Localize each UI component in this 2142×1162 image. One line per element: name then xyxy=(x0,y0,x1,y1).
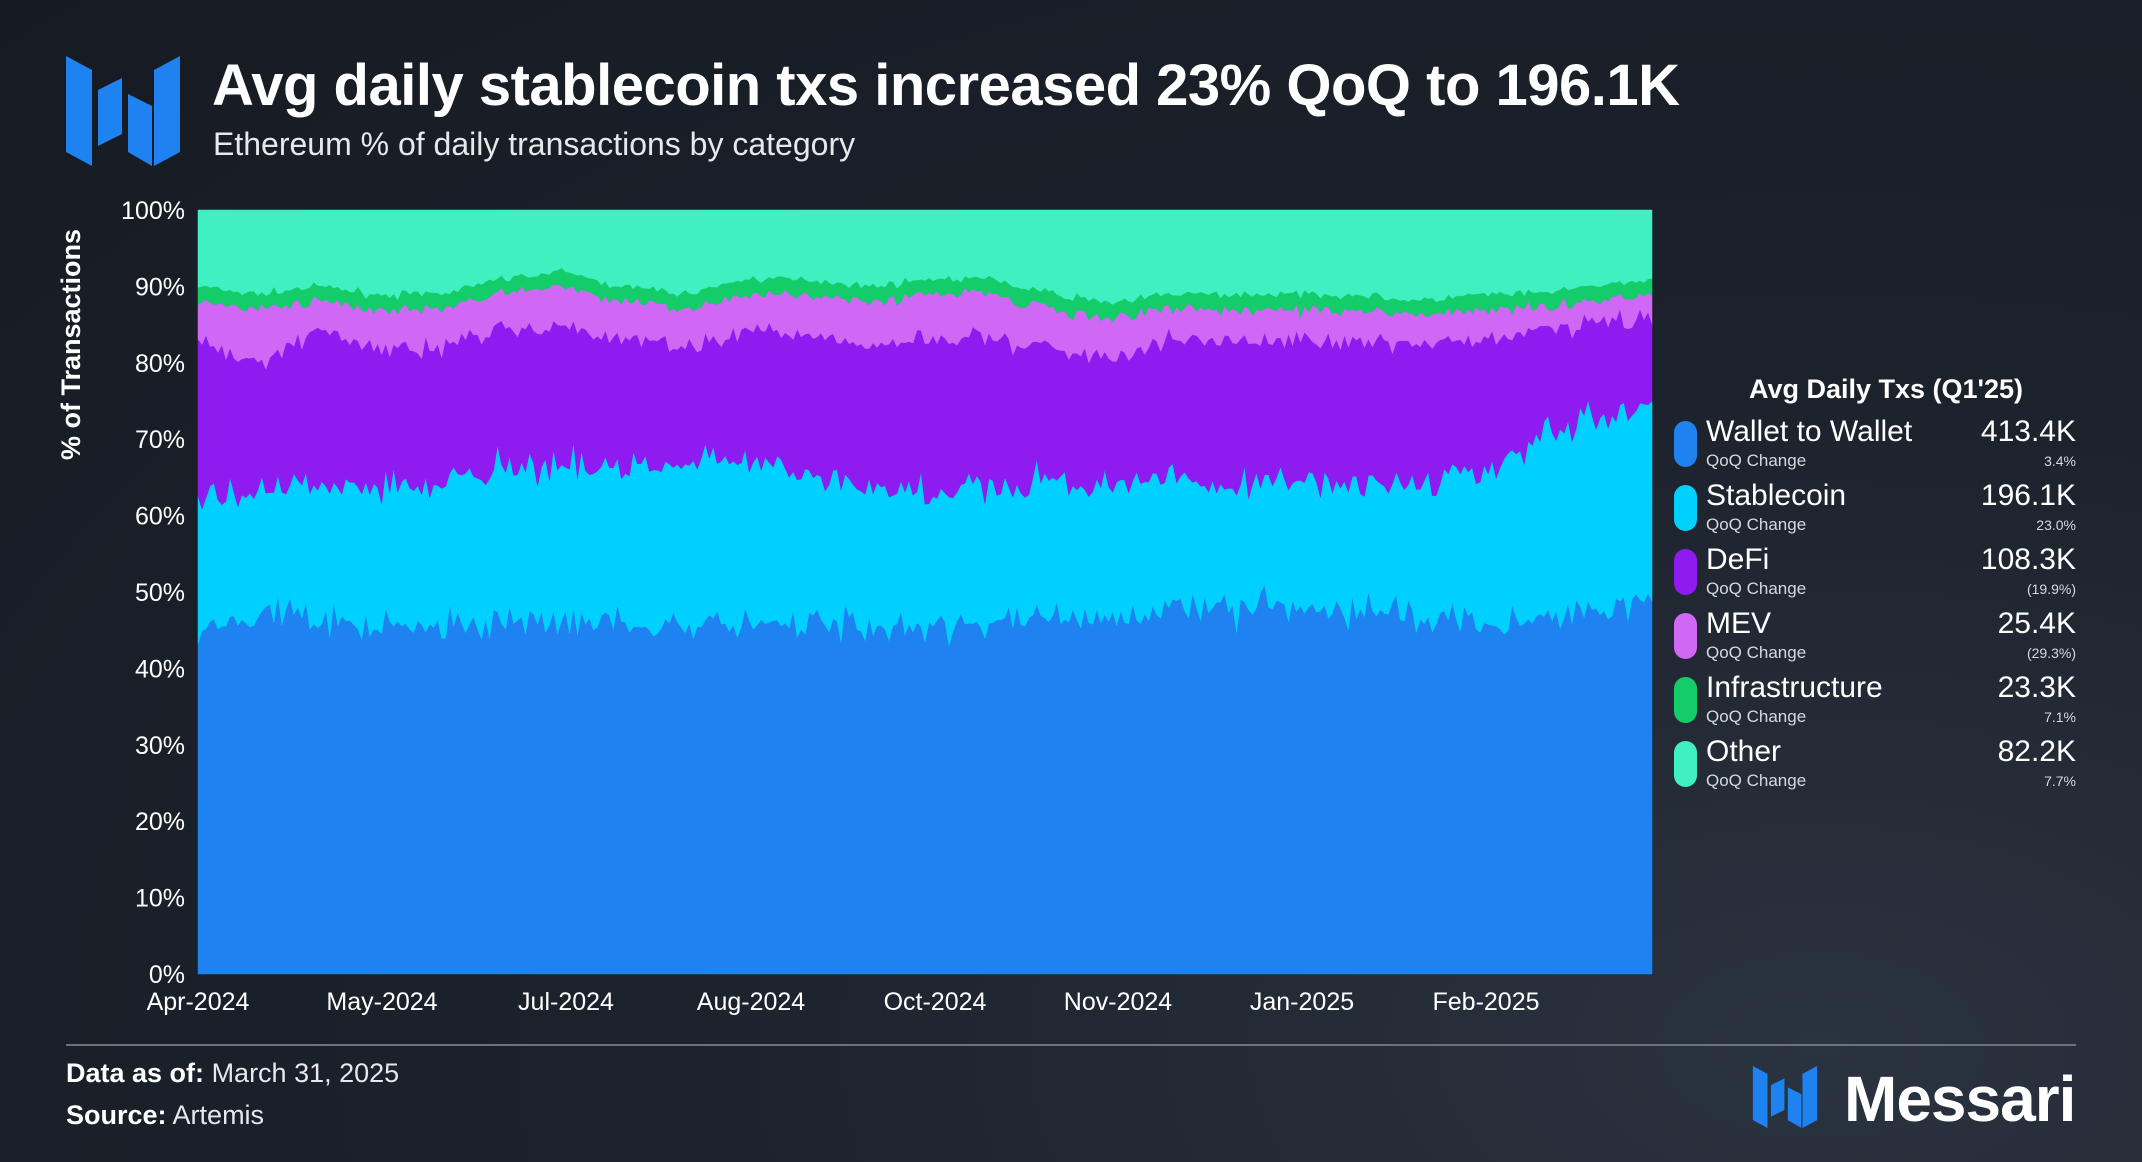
area-series-other xyxy=(197,209,1653,305)
legend-item: MEV QoQ Change 25.4K (29.3%) xyxy=(1672,605,2076,669)
y-tick-label: 70% xyxy=(135,426,185,454)
y-tick-label: 40% xyxy=(135,655,185,683)
legend-swatch xyxy=(1674,741,1697,787)
legend-change-value: (19.9%) xyxy=(2026,581,2076,597)
y-tick-label: 50% xyxy=(135,579,185,607)
x-tick-label: Jul-2024 xyxy=(518,988,614,1016)
legend-value: 23.3K xyxy=(1997,671,2076,704)
legend-name: Infrastructure xyxy=(1706,671,1883,704)
messari-brand: Messari xyxy=(1752,1063,2082,1135)
legend-value: 413.4K xyxy=(1980,415,2076,448)
y-tick-label: 10% xyxy=(135,885,185,913)
legend-swatch xyxy=(1674,549,1697,595)
x-tick-label: Nov-2024 xyxy=(1064,988,1172,1016)
x-tick-label: Feb-2025 xyxy=(1432,988,1539,1016)
legend-change-value: 23.0% xyxy=(2036,517,2076,533)
legend-value: 82.2K xyxy=(1997,735,2076,768)
legend-item: Stablecoin QoQ Change 196.1K 23.0% xyxy=(1672,477,2076,541)
legend-change-label: QoQ Change xyxy=(1706,579,1807,598)
legend-name: DeFi xyxy=(1706,543,1770,576)
x-tick-label: Apr-2024 xyxy=(147,988,250,1016)
legend-change-label: QoQ Change xyxy=(1706,451,1807,470)
footer-divider xyxy=(66,1044,2076,1046)
y-tick-label: 60% xyxy=(135,503,185,531)
data-as-of-label: Data as of: xyxy=(66,1058,205,1088)
x-tick-label: Jan-2025 xyxy=(1250,988,1354,1016)
legend-change-label: QoQ Change xyxy=(1706,771,1807,790)
legend-change-label: QoQ Change xyxy=(1706,643,1807,662)
legend-title: Avg Daily Txs (Q1'25) xyxy=(1748,374,2024,404)
brand-name: Messari xyxy=(1844,1063,2076,1135)
legend-change-value: 7.1% xyxy=(2044,709,2076,725)
legend-value: 25.4K xyxy=(1997,607,2076,640)
legend-swatch xyxy=(1674,421,1697,467)
messari-mark-icon xyxy=(1752,1066,1818,1128)
legend-value: 196.1K xyxy=(1980,479,2076,512)
data-as-of-value: March 31, 2025 xyxy=(211,1058,400,1088)
y-tick-label: 90% xyxy=(135,273,185,301)
chart-subtitle: Ethereum % of daily transactions by cate… xyxy=(213,126,856,162)
legend-change-value: 3.4% xyxy=(2044,453,2076,469)
y-tick-label: 20% xyxy=(135,808,185,836)
x-tick-label: Oct-2024 xyxy=(884,988,987,1016)
legend-item: Infrastructure QoQ Change 23.3K 7.1% xyxy=(1672,669,2076,733)
messari-logo-icon xyxy=(66,56,180,166)
legend-change-label: QoQ Change xyxy=(1706,515,1807,534)
source-value: Artemis xyxy=(172,1100,265,1130)
y-tick-label: 30% xyxy=(135,732,185,760)
y-tick-label: 0% xyxy=(149,961,185,989)
legend-change-value: (29.3%) xyxy=(2026,645,2076,661)
legend-name: Stablecoin xyxy=(1706,479,1847,512)
legend: Avg Daily Txs (Q1'25) Wallet to Wallet Qo… xyxy=(1672,374,2076,797)
y-tick-label: 80% xyxy=(135,350,185,378)
legend-item: DeFi QoQ Change 108.3K (19.9%) xyxy=(1672,541,2076,605)
legend-name: Other xyxy=(1706,735,1782,768)
data-as-of: Data as of: March 31, 2025 xyxy=(66,1058,399,1089)
source: Source: Artemis xyxy=(66,1100,264,1131)
y-axis-label: % of Transactions xyxy=(56,228,86,460)
legend-swatch xyxy=(1674,485,1697,531)
legend-swatch xyxy=(1674,613,1697,659)
legend-item: Other QoQ Change 82.2K 7.7% xyxy=(1672,733,2076,797)
source-label: Source: xyxy=(66,1100,167,1130)
legend-change-label: QoQ Change xyxy=(1706,707,1807,726)
legend-name: Wallet to Wallet xyxy=(1706,415,1913,448)
legend-item: Wallet to Wallet QoQ Change 413.4K 3.4% xyxy=(1672,413,2076,477)
area-series-wallet-to-wallet xyxy=(197,584,1653,975)
y-tick-label: 100% xyxy=(121,197,185,225)
legend-swatch xyxy=(1674,677,1697,723)
legend-value: 108.3K xyxy=(1980,543,2076,576)
chart-title: Avg daily stablecoin txs increased 23% Q… xyxy=(212,53,1680,118)
legend-change-value: 7.7% xyxy=(2044,773,2076,789)
x-tick-label: May-2024 xyxy=(326,988,437,1016)
legend-name: MEV xyxy=(1706,607,1772,640)
x-tick-label: Aug-2024 xyxy=(697,988,806,1016)
